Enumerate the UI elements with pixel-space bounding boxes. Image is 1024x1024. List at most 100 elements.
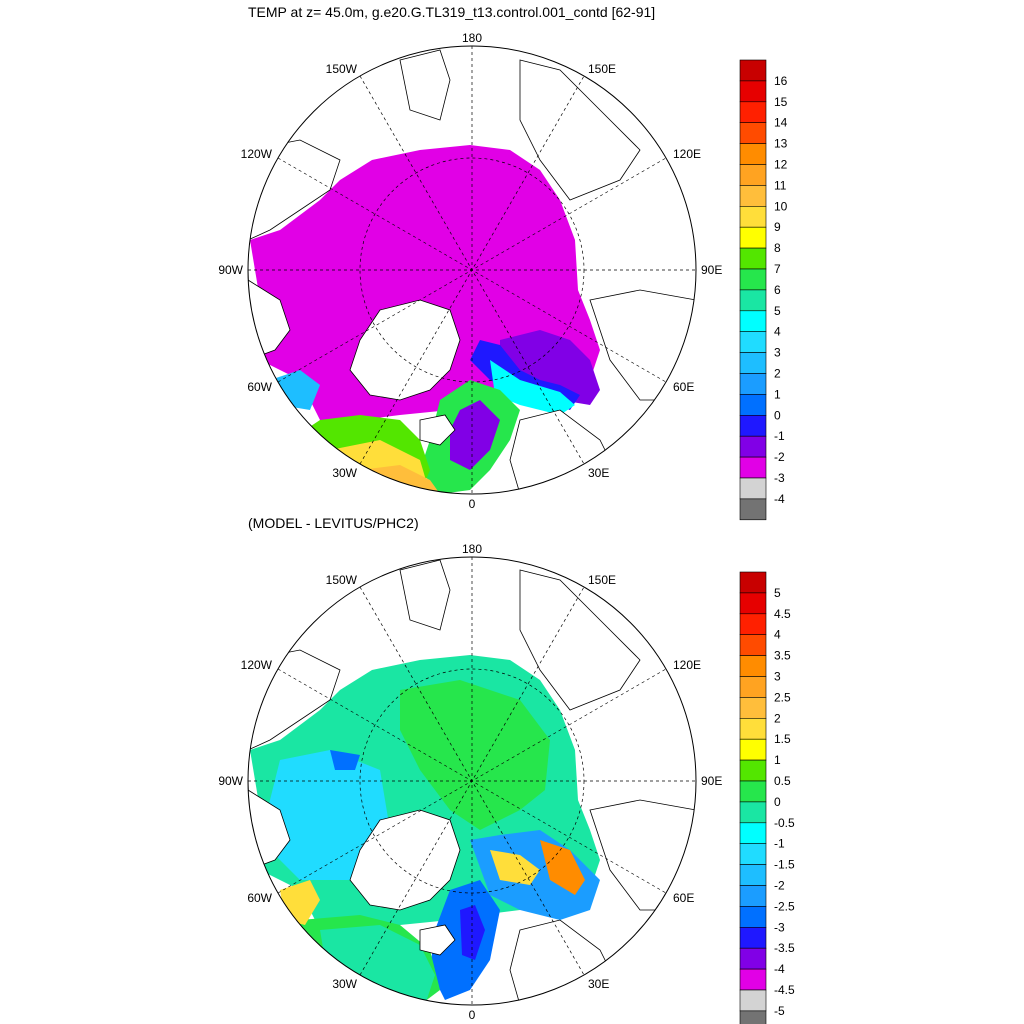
- bottom-colorbar-swatch: [739, 822, 767, 844]
- bottom-colorbar-label: 1.5: [774, 732, 791, 746]
- top-colorbar-swatch: [739, 185, 767, 207]
- bottom-colorbar-swatch: [739, 968, 767, 991]
- bottom-colorbar-swatch: [739, 634, 767, 656]
- bottom-colorbar-swatch: [739, 989, 767, 1012]
- bottom-colorbar-swatch: [739, 926, 767, 949]
- top-colorbar-swatch: [739, 435, 767, 458]
- top-colorbar-swatch: [739, 143, 767, 165]
- bottom-colorbar-swatch: [739, 738, 767, 761]
- top-colorbar-swatch: [739, 206, 767, 228]
- bottom-colorbar-label: -2.5: [774, 899, 795, 913]
- bottom-lon-label-30e: 30E: [588, 977, 609, 991]
- bottom-lon-label-120w: 120W: [241, 658, 273, 672]
- bottom-colorbar: 5 4.5 4 3.5 3 2.5 2 1.5 1 0.5 0 -0.5 -1 -1.5 -2 -2.5 -3 -…: [739, 571, 795, 1024]
- top-colorbar-swatch: [739, 80, 767, 103]
- top-colorbar-swatch: [739, 289, 767, 312]
- bottom-colorbar-swatch: [739, 717, 767, 740]
- top-colorbar-label: 9: [774, 220, 781, 234]
- top-colorbar-swatch: [739, 477, 767, 500]
- top-colorbar-swatch: [739, 226, 767, 249]
- bottom-colorbar-label: -1: [774, 837, 785, 851]
- top-graticule: [248, 46, 696, 494]
- bottom-difference-field: [248, 559, 696, 1005]
- top-colorbar-swatch: [739, 122, 767, 144]
- bottom-colorbar-label: 0: [774, 795, 781, 809]
- bottom-colorbar-label: 4: [774, 628, 781, 642]
- bottom-lon-label-150w: 150W: [326, 573, 358, 587]
- top-lon-label-90e: 90E: [701, 263, 722, 277]
- bottom-colorbar-swatch: [739, 780, 767, 803]
- bottom-colorbar-swatch: [739, 947, 767, 970]
- bottom-colorbar-label: 3: [774, 670, 781, 684]
- bottom-lon-label-90w: 90W: [218, 774, 243, 788]
- bottom-colorbar-swatch: [739, 571, 767, 594]
- bottom-colorbar-swatch: [739, 885, 767, 907]
- top-colorbar-label: -3: [774, 471, 785, 485]
- top-colorbar-swatch: [739, 352, 767, 374]
- top-lon-label-0: 0: [469, 497, 476, 511]
- bottom-colorbar-swatch: [739, 864, 767, 886]
- top-colorbar-swatch: [739, 59, 767, 82]
- top-lon-label-30w: 30W: [332, 466, 357, 480]
- bottom-lon-label-150e: 150E: [588, 573, 616, 587]
- top-colorbar-label: 10: [774, 199, 788, 213]
- bottom-lon-label-0: 0: [469, 1008, 476, 1022]
- top-colorbar-label: -2: [774, 450, 785, 464]
- top-colorbar-label: 5: [774, 304, 781, 318]
- bottom-lon-label-120e: 120E: [673, 658, 701, 672]
- top-colorbar-label: 6: [774, 283, 781, 297]
- bottom-polar-map: 180 0 90W 90E 150W 120W 60W 30W 150E 120…: [218, 542, 722, 1022]
- top-colorbar-label: 8: [774, 241, 781, 255]
- top-colorbar-swatch: [739, 101, 767, 124]
- top-colorbar-label: 11: [774, 178, 787, 192]
- top-lon-label-150w: 150W: [326, 62, 358, 76]
- top-lon-label-60w: 60W: [247, 380, 272, 394]
- bottom-colorbar-label: -3: [774, 920, 785, 934]
- bottom-map-title: (MODEL - LEVITUS/PHC2): [248, 515, 419, 531]
- bottom-colorbar-label: 1: [774, 753, 781, 767]
- bottom-colorbar-swatch: [739, 655, 767, 677]
- top-colorbar-label: 16: [774, 74, 788, 88]
- top-temperature-field: [248, 49, 696, 494]
- top-lon-label-120w: 120W: [241, 147, 273, 161]
- bottom-colorbar-swatch: [739, 676, 767, 698]
- top-lon-label-180: 180: [462, 31, 482, 45]
- bottom-colorbar-swatch: [739, 843, 767, 865]
- top-colorbar-label: -1: [774, 429, 785, 443]
- bottom-colorbar-label: 4.5: [774, 607, 791, 621]
- top-lon-label-60e: 60E: [673, 380, 694, 394]
- top-colorbar-swatch: [739, 394, 767, 416]
- top-colorbar-label: 13: [774, 137, 788, 151]
- top-colorbar-swatch: [739, 164, 767, 186]
- bottom-colorbar-label: -2: [774, 879, 785, 893]
- top-polar-map: 180 0 90W 90E 150W 120W 60W 30W 150E 120…: [218, 31, 722, 511]
- bottom-colorbar-label: 5: [774, 586, 781, 600]
- bottom-colorbar-label: -4: [774, 962, 785, 976]
- top-map-title: TEMP at z= 45.0m, g.e20.G.TL319_t13.cont…: [248, 4, 656, 20]
- bottom-colorbar-label: -5: [774, 1004, 785, 1018]
- top-colorbar-label: 12: [774, 158, 788, 172]
- bottom-colorbar-label: -3.5: [774, 941, 795, 955]
- bottom-colorbar-label: -4.5: [774, 983, 795, 997]
- bottom-colorbar-label: -1.5: [774, 858, 795, 872]
- bottom-lon-label-180: 180: [462, 542, 482, 556]
- top-colorbar-label: 3: [774, 346, 781, 360]
- top-colorbar-swatch: [739, 247, 767, 270]
- bottom-colorbar-swatch: [739, 906, 767, 928]
- top-colorbar-label: 1: [774, 387, 781, 401]
- top-colorbar-swatch: [739, 414, 767, 437]
- bottom-map-boundary: [247, 556, 697, 1006]
- top-lon-label-120e: 120E: [673, 147, 701, 161]
- bottom-colorbar-swatch: [739, 592, 767, 615]
- top-colorbar-swatch: [739, 373, 767, 395]
- top-colorbar-label: 4: [774, 325, 781, 339]
- bottom-colorbar-swatch: [739, 613, 767, 635]
- top-colorbar-label: 7: [774, 262, 781, 276]
- top-colorbar-swatch: [739, 310, 767, 332]
- bottom-colorbar-swatch: [739, 1010, 767, 1024]
- bottom-lon-label-30w: 30W: [332, 977, 357, 991]
- top-colorbar-label: 14: [774, 116, 788, 130]
- bottom-colorbar-swatch: [739, 759, 767, 782]
